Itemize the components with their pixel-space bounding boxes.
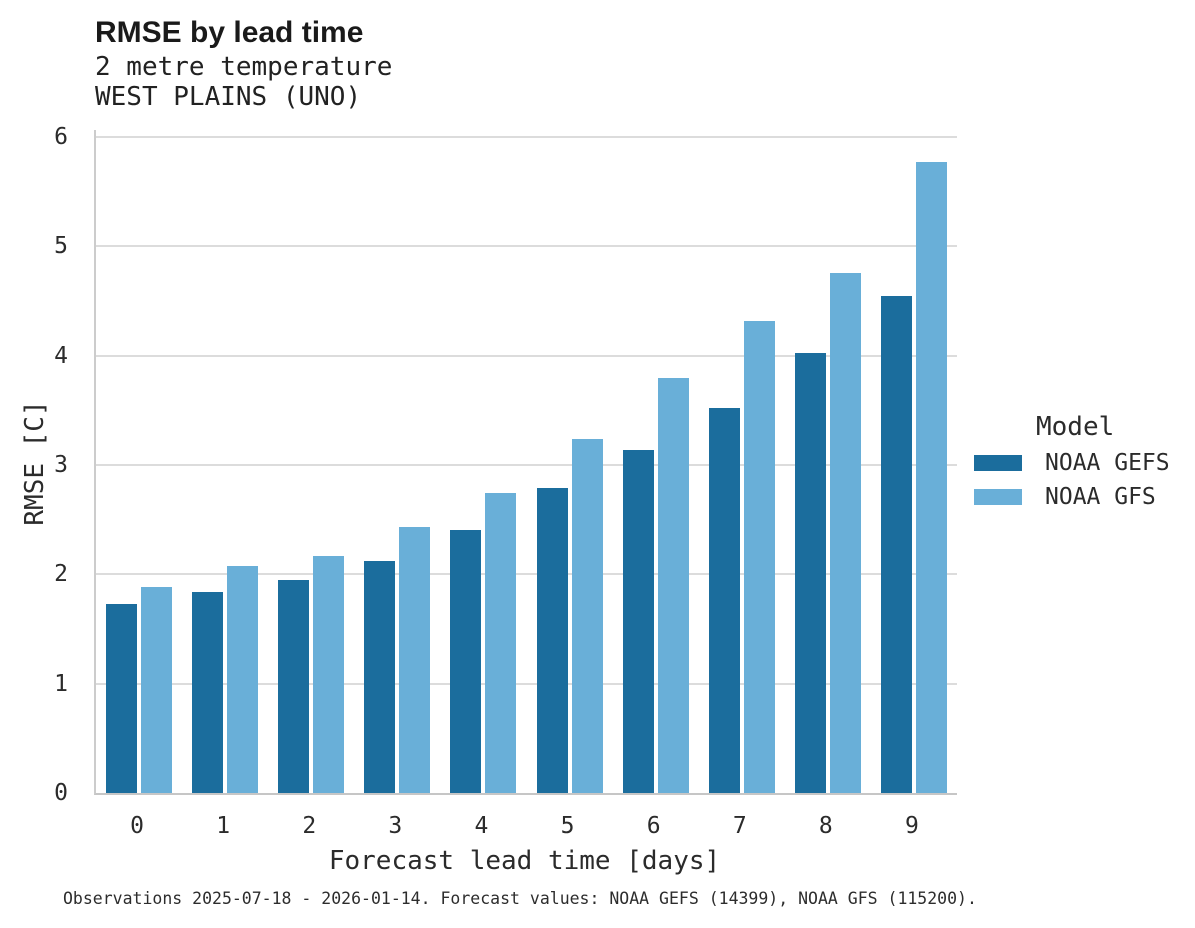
bar-noaa-gfs-day-1 [227,565,259,793]
chart-title: RMSE by lead time [95,16,364,49]
bar-noaa-gfs-day-9 [915,162,947,793]
bar-noaa-gfs-day-5 [571,438,603,793]
bar-noaa-gefs-day-1 [192,591,224,793]
x-tick-label-7: 7 [732,813,747,839]
gridline-y-6 [96,136,957,138]
bar-noaa-gfs-day-7 [743,320,775,793]
bar-noaa-gefs-day-7 [708,408,740,793]
gridline-y-5 [96,245,957,248]
legend: Model NOAA GEFS NOAA GFS [960,412,1195,510]
bar-noaa-gfs-day-3 [399,527,431,793]
bar-noaa-gefs-day-6 [622,449,654,793]
chart-subtitle-variable: 2 metre temperature [95,52,393,82]
gridline-y-3 [96,464,957,466]
legend-item-noaa-gfs: NOAA GFS [960,484,1195,510]
bar-noaa-gefs-day-4 [450,529,482,793]
legend-item-noaa-gefs: NOAA GEFS [960,450,1195,476]
x-tick-label-0: 0 [130,813,144,839]
legend-swatch-noaa-gfs [974,489,1022,505]
bar-noaa-gfs-day-2 [313,555,345,793]
y-tick-label-0: 0 [54,780,68,806]
y-tick-label-5: 5 [54,233,68,260]
x-tick-label-3: 3 [388,813,403,839]
plot-area [94,130,957,795]
x-tick-label-4: 4 [474,813,489,839]
legend-swatch-noaa-gefs [974,455,1022,471]
chart-subtitle-location: WEST PLAINS (UNO) [95,82,362,112]
caption: Observations 2025-07-18 - 2026-01-14. Fo… [63,889,977,908]
x-tick-label-1: 1 [216,813,231,839]
y-tick-label-2: 2 [54,561,68,588]
x-tick-label-2: 2 [302,813,317,839]
legend-title: Model [1036,412,1115,442]
y-tick-label-3: 3 [54,452,68,478]
bar-noaa-gefs-day-8 [794,353,826,793]
y-tick-label-6: 6 [54,124,68,150]
x-tick-label-6: 6 [646,813,661,839]
y-tick-label-1: 1 [54,670,68,697]
gridline-y-4 [96,354,957,357]
gridline-y-1 [96,682,957,685]
x-axis-title: Forecast lead time [days] [328,846,721,876]
x-tick-label-8: 8 [818,813,833,839]
legend-label-noaa-gefs: NOAA GEFS [1045,450,1170,476]
x-tick-label-5: 5 [560,813,575,839]
gridline-y-2 [96,573,957,576]
y-tick-label-4: 4 [54,342,68,369]
bar-noaa-gefs-day-5 [536,487,568,793]
bar-noaa-gfs-day-4 [485,493,517,793]
bar-noaa-gefs-day-3 [364,561,396,793]
bar-noaa-gefs-day-9 [880,295,912,793]
x-tick-label-9: 9 [905,813,919,839]
bar-noaa-gfs-day-0 [141,587,173,793]
bar-noaa-gfs-day-6 [657,377,689,793]
bar-noaa-gefs-day-0 [106,603,138,793]
legend-label-noaa-gfs: NOAA GFS [1045,484,1156,510]
bar-noaa-gefs-day-2 [278,579,310,793]
bar-noaa-gfs-day-8 [829,272,861,793]
